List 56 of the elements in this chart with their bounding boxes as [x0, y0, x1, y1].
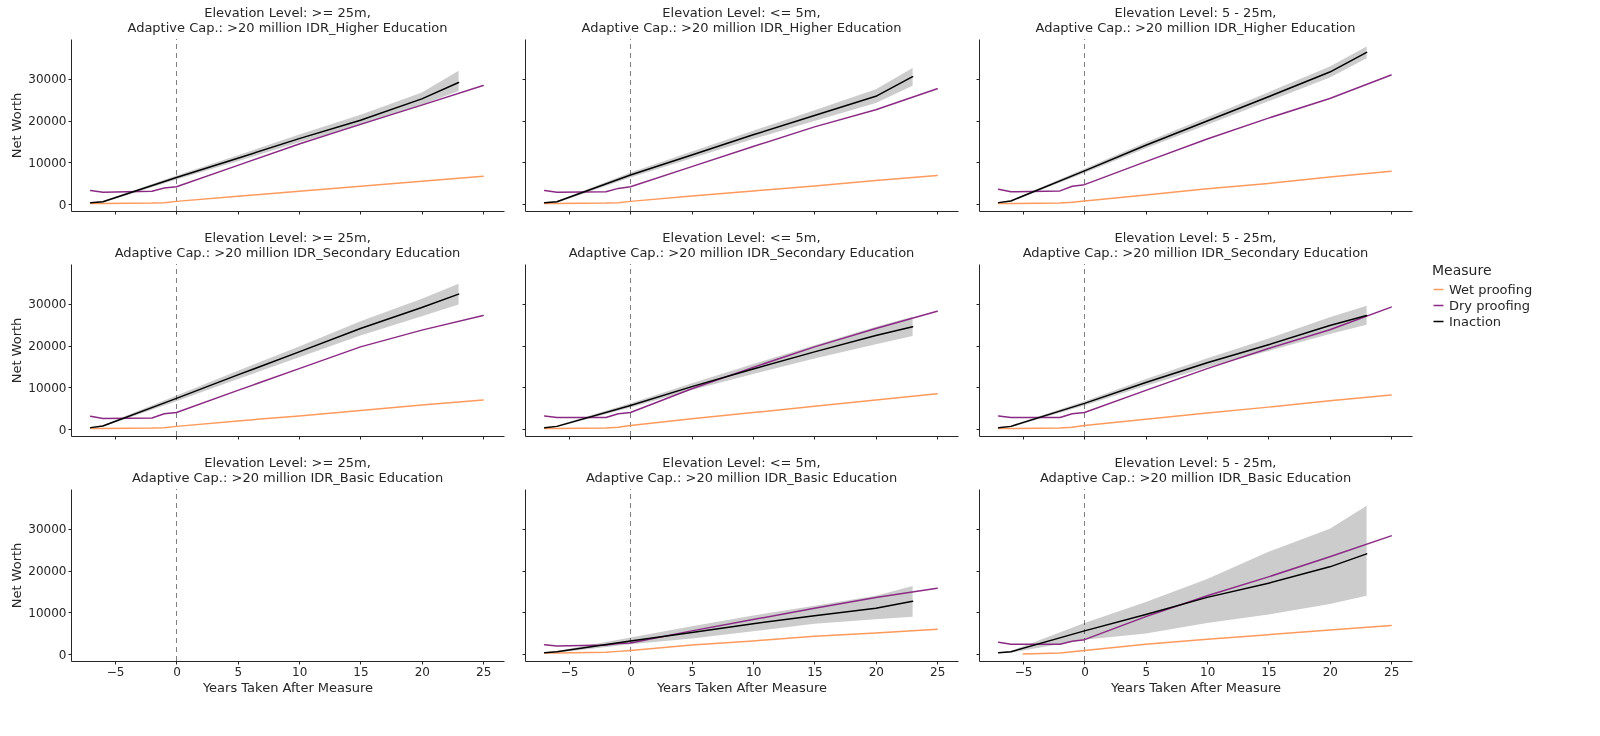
x-tick-label: 0 — [1081, 664, 1089, 679]
y-tick-label: 10000 — [28, 155, 67, 170]
chart-title: Elevation Level: <= 5m, Adaptive Cap.: >20 million IDR_Basic Education — [585, 454, 898, 485]
y-axis-title: Net Worth — [9, 92, 25, 159]
legend-label: Inaction — [1449, 313, 1502, 329]
x-tick-label: 15 — [807, 664, 823, 679]
chart-title: Elevation Level: <= 5m, Adaptive Cap.: >20 million IDR_Higher Education — [581, 4, 902, 35]
x-axis-title: Years Taken After Measure — [1109, 679, 1282, 695]
x-tick-label: 15 — [353, 664, 369, 679]
chart-title: Elevation Level: >= 25m, Adaptive Cap.: >20 million IDR_Secondary Education — [114, 229, 461, 260]
chart-title: Elevation Level: 5 - 25m, Adaptive Cap.: >20 million IDR_Basic Education — [1039, 454, 1352, 485]
x-tick-label: −5 — [106, 664, 125, 679]
y-tick-label: 20000 — [28, 564, 67, 579]
y-tick-label: 0 — [58, 422, 67, 437]
x-tick-label: 20 — [1322, 664, 1338, 679]
x-axis-title: Years Taken After Measure — [655, 679, 828, 695]
line-series — [89, 399, 484, 430]
x-tick-label: 0 — [627, 664, 635, 679]
x-tick-label: 10 — [746, 664, 762, 679]
y-tick-label: 20000 — [28, 114, 67, 129]
y-tick-label: 20000 — [28, 339, 67, 354]
x-tick-label: 5 — [688, 664, 697, 679]
x-axis-title: Years Taken After Measure — [201, 679, 374, 695]
chart-title: Elevation Level: 5 - 25m, Adaptive Cap.: >20 million IDR_Secondary Education — [1022, 229, 1369, 260]
line-series — [89, 175, 484, 205]
legend-title: Measure — [1432, 262, 1492, 278]
x-tick-label: 20 — [868, 664, 884, 679]
y-tick-label: 10000 — [28, 605, 67, 620]
x-tick-label: 15 — [1261, 664, 1277, 679]
chart-title: Elevation Level: 5 - 25m, Adaptive Cap.: >20 million IDR_Higher Education — [1035, 4, 1356, 35]
x-tick-label: 20 — [414, 664, 430, 679]
x-tick-label: 10 — [292, 664, 308, 679]
y-tick-label: 0 — [58, 197, 67, 212]
chart-title: Elevation Level: >= 25m, Adaptive Cap.: >20 million IDR_Higher Education — [127, 4, 448, 35]
chart-title: Elevation Level: >= 25m, Adaptive Cap.: >20 million IDR_Basic Education — [131, 454, 444, 485]
x-tick-label: 0 — [173, 664, 181, 679]
legend-label: Wet proofing — [1449, 281, 1533, 297]
y-axis-title: Net Worth — [9, 317, 25, 384]
x-tick-label: 5 — [234, 664, 243, 679]
y-axis-title: Net Worth — [9, 542, 25, 609]
y-tick-label: 30000 — [28, 522, 67, 537]
y-tick-label: 30000 — [28, 297, 67, 312]
x-tick-label: 10 — [1200, 664, 1216, 679]
y-tick-label: 30000 — [28, 72, 67, 87]
line-series — [89, 314, 484, 420]
chart-title: Elevation Level: <= 5m, Adaptive Cap.: >20 million IDR_Secondary Education — [568, 229, 915, 260]
y-tick-label: 0 — [58, 647, 67, 662]
x-tick-label: 5 — [1142, 664, 1151, 679]
y-tick-label: 10000 — [28, 380, 67, 395]
line-series — [89, 84, 484, 193]
x-tick-label: 25 — [476, 664, 492, 679]
x-tick-label: 25 — [930, 664, 946, 679]
x-tick-label: 25 — [1384, 664, 1400, 679]
x-tick-label: −5 — [560, 664, 579, 679]
legend-label: Dry proofing — [1449, 297, 1531, 313]
x-tick-label: −5 — [1014, 664, 1033, 679]
